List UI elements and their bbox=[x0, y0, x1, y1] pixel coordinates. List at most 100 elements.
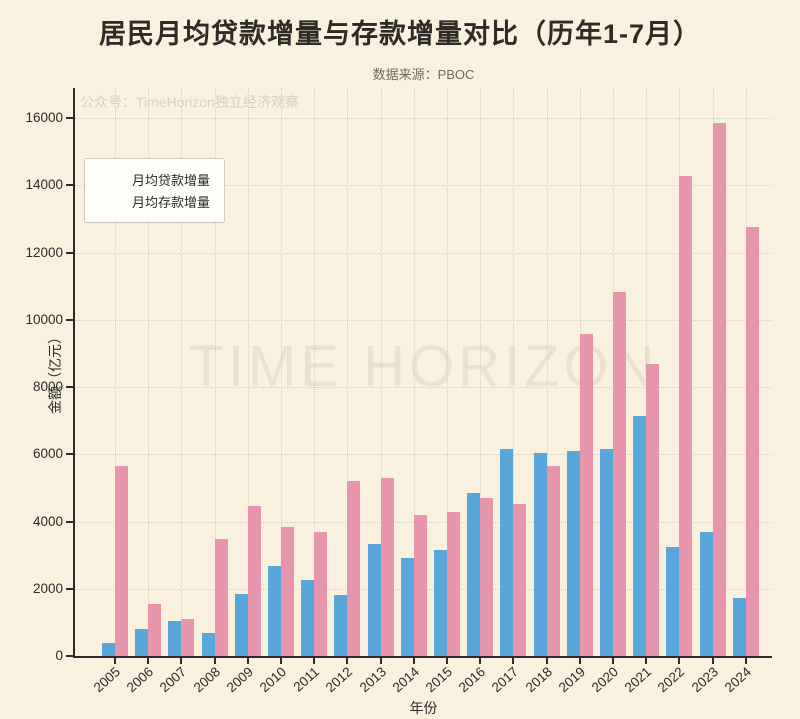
bar-loan-2014 bbox=[400, 558, 414, 656]
gridline-horizontal bbox=[75, 387, 772, 389]
x-tick-label: 2013 bbox=[356, 664, 389, 696]
y-tick-mark bbox=[66, 655, 73, 657]
y-tick-label: 10000 bbox=[25, 311, 63, 327]
bar-loan-2017 bbox=[500, 449, 514, 656]
y-tick-mark bbox=[66, 184, 73, 187]
bar-loan-2012 bbox=[334, 594, 348, 656]
x-tick-label: 2011 bbox=[290, 664, 323, 695]
gridline-vertical bbox=[148, 88, 150, 656]
gridline-vertical bbox=[181, 88, 183, 656]
bar-deposit-2021 bbox=[646, 364, 660, 656]
gridline-horizontal bbox=[75, 319, 772, 321]
legend-item-loan: 月均贷款增量 bbox=[95, 170, 210, 189]
x-tick-mark bbox=[578, 658, 581, 664]
x-tick-mark bbox=[744, 658, 747, 664]
gridline-vertical bbox=[115, 88, 116, 656]
legend-swatch-deposit bbox=[95, 196, 122, 207]
bar-loan-2008 bbox=[201, 633, 215, 656]
legend-label-loan: 月均贷款增量 bbox=[132, 173, 211, 188]
y-tick-mark bbox=[66, 453, 73, 456]
bar-deposit-2020 bbox=[613, 291, 626, 656]
gridline-horizontal bbox=[75, 252, 772, 254]
gridline-vertical bbox=[413, 88, 415, 656]
x-tick-mark bbox=[180, 658, 183, 664]
x-tick-label: 2010 bbox=[256, 664, 290, 696]
x-tick-label: 2005 bbox=[90, 664, 124, 696]
x-tick-label: 2017 bbox=[489, 664, 522, 696]
gridline-vertical bbox=[513, 88, 515, 656]
x-tick-label: 2016 bbox=[455, 664, 489, 696]
bar-deposit-2011 bbox=[314, 531, 328, 656]
x-tick-mark bbox=[379, 658, 382, 664]
gridline-vertical bbox=[314, 88, 316, 656]
bar-loan-2016 bbox=[467, 493, 481, 656]
bar-loan-2010 bbox=[268, 565, 281, 656]
bar-loan-2021 bbox=[633, 416, 647, 656]
y-tick-mark bbox=[66, 318, 73, 321]
bar-deposit-2024 bbox=[745, 227, 759, 656]
x-tick-mark bbox=[313, 658, 316, 664]
x-tick-mark bbox=[147, 658, 150, 664]
bar-deposit-2017 bbox=[513, 504, 527, 656]
x-tick-mark bbox=[446, 658, 448, 664]
x-tick-label: 2014 bbox=[389, 664, 422, 696]
y-tick-mark bbox=[66, 117, 73, 120]
x-tick-mark bbox=[246, 658, 249, 664]
bar-loan-2009 bbox=[234, 594, 248, 656]
y-tick-label: 6000 bbox=[32, 446, 63, 462]
x-tick-mark bbox=[114, 658, 116, 664]
bar-loan-2007 bbox=[168, 621, 182, 656]
bar-loan-2020 bbox=[600, 448, 613, 656]
watermark-brand-text: TIME HORIZON bbox=[188, 334, 659, 399]
gridline-vertical bbox=[380, 88, 382, 656]
gridline-vertical bbox=[247, 88, 249, 656]
x-tick-label: 2015 bbox=[422, 664, 456, 696]
x-tick-mark bbox=[645, 658, 648, 664]
x-tick-mark bbox=[280, 658, 282, 664]
bar-loan-2019 bbox=[566, 450, 580, 656]
y-tick-label: 0 bbox=[55, 648, 63, 663]
gridline-vertical bbox=[214, 88, 216, 656]
gridline-vertical bbox=[546, 88, 548, 656]
bar-deposit-2013 bbox=[380, 477, 394, 656]
y-tick-label: 4000 bbox=[32, 513, 63, 529]
x-tick-mark bbox=[479, 658, 482, 664]
legend-item-deposit: 月均存款增量 bbox=[95, 192, 210, 211]
plot-area: 公众号：TimeHorizon独立经济观察 TIME HORIZON 0 2000… bbox=[25, 88, 772, 716]
bar-loan-2024 bbox=[732, 597, 746, 656]
gridline-vertical bbox=[447, 88, 448, 656]
x-tick-label: 2006 bbox=[123, 664, 157, 696]
y-tick-mark bbox=[66, 520, 73, 523]
x-axis-spine bbox=[73, 656, 772, 658]
x-tick-label: 2024 bbox=[721, 664, 754, 696]
bar-deposit-2015 bbox=[447, 511, 460, 656]
legend-swatch-loan bbox=[95, 174, 122, 185]
y-tick-label: 2000 bbox=[32, 580, 63, 596]
x-tick-label: 2009 bbox=[223, 664, 256, 696]
bar-deposit-2018 bbox=[546, 465, 560, 656]
bar-deposit-2016 bbox=[480, 497, 494, 656]
y-tick-label: 14000 bbox=[25, 177, 63, 193]
x-tick-label: 2012 bbox=[323, 664, 356, 696]
bar-loan-2023 bbox=[699, 531, 713, 656]
x-axis-title: 年份 bbox=[409, 700, 438, 716]
x-tick-mark bbox=[412, 658, 415, 664]
gridline-vertical bbox=[480, 88, 482, 656]
bar-deposit-2006 bbox=[148, 603, 162, 656]
x-tick-label: 2007 bbox=[157, 664, 190, 696]
x-tick-label: 2018 bbox=[522, 664, 555, 696]
y-tick-mark bbox=[66, 386, 73, 389]
gridline-horizontal bbox=[75, 454, 772, 456]
bar-deposit-2019 bbox=[579, 333, 593, 656]
x-tick-mark bbox=[711, 658, 714, 664]
y-tick-label: 8000 bbox=[32, 379, 63, 395]
x-tick-label: 2008 bbox=[190, 664, 223, 696]
x-tick-mark bbox=[612, 658, 614, 664]
x-tick-label: 2022 bbox=[655, 664, 688, 696]
gridline-horizontal bbox=[75, 185, 772, 187]
bar-deposit-2010 bbox=[281, 526, 294, 656]
y-axis-title: 金额（亿元） bbox=[47, 330, 63, 414]
bar-loan-2011 bbox=[301, 580, 315, 656]
legend-label-deposit: 月均存款增量 bbox=[132, 195, 211, 210]
y-axis-spine bbox=[73, 88, 75, 658]
